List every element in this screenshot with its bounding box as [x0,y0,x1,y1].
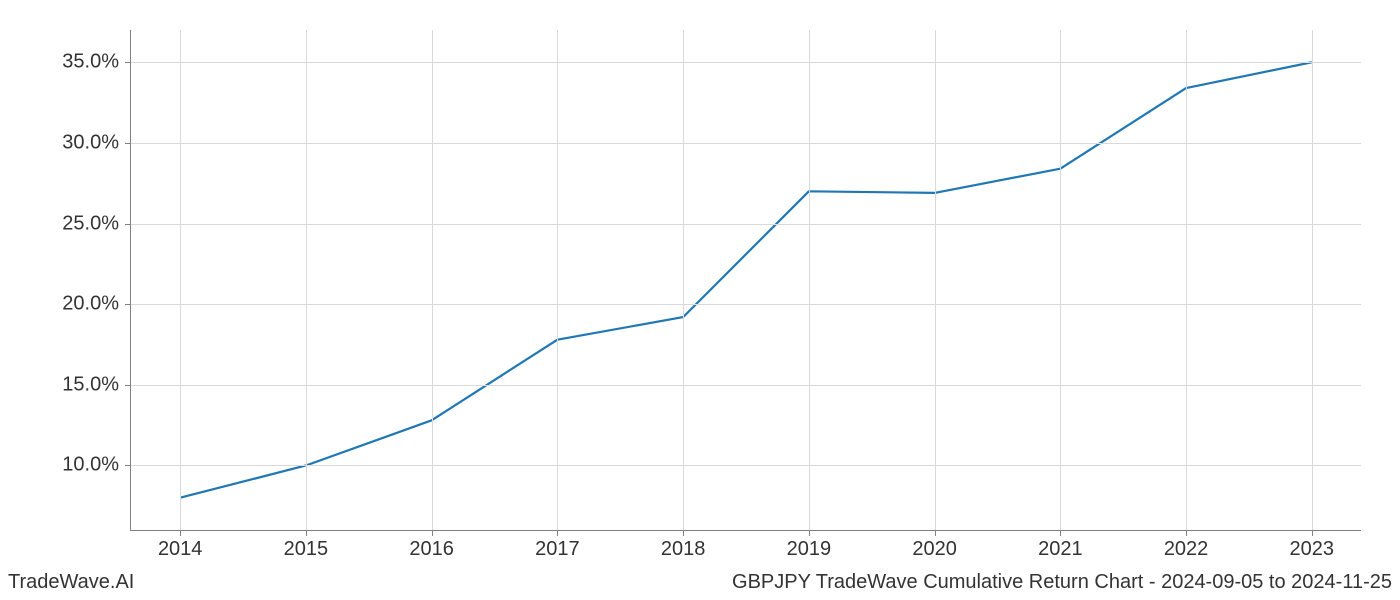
x-tick-label: 2022 [1164,538,1209,561]
x-tick-label: 2023 [1290,538,1335,561]
grid-line-vertical [1186,30,1187,530]
grid-line-horizontal [131,304,1361,305]
y-tick-label: 25.0% [62,212,119,235]
grid-line-vertical [935,30,936,530]
chart-container: 2014201520162017201820192020202120222023… [130,30,1360,530]
x-tick-mark [432,530,433,536]
x-tick-mark [1060,530,1061,536]
grid-line-vertical [306,30,307,530]
x-tick-mark [1312,530,1313,536]
x-tick-label: 2014 [158,538,203,561]
y-tick-mark [125,143,131,144]
plot-area: 2014201520162017201820192020202120222023… [130,30,1361,531]
x-tick-mark [935,530,936,536]
x-tick-mark [1186,530,1187,536]
y-tick-mark [125,465,131,466]
x-tick-label: 2019 [787,538,832,561]
x-tick-label: 2016 [409,538,454,561]
grid-line-vertical [809,30,810,530]
y-tick-label: 10.0% [62,454,119,477]
y-tick-mark [125,224,131,225]
grid-line-vertical [683,30,684,530]
x-tick-mark [306,530,307,536]
grid-line-horizontal [131,224,1361,225]
y-tick-label: 20.0% [62,293,119,316]
x-tick-mark [557,530,558,536]
x-tick-label: 2018 [661,538,706,561]
grid-line-vertical [432,30,433,530]
y-tick-mark [125,62,131,63]
grid-line-horizontal [131,385,1361,386]
y-tick-mark [125,304,131,305]
line-path-svg [131,30,1361,530]
grid-line-vertical [180,30,181,530]
x-tick-mark [683,530,684,536]
x-tick-label: 2015 [284,538,329,561]
grid-line-horizontal [131,465,1361,466]
x-tick-label: 2017 [535,538,580,561]
footer-right-text: GBPJPY TradeWave Cumulative Return Chart… [732,571,1392,594]
x-tick-label: 2020 [912,538,957,561]
x-tick-label: 2021 [1038,538,1083,561]
grid-line-horizontal [131,62,1361,63]
y-tick-label: 30.0% [62,131,119,154]
grid-line-vertical [1312,30,1313,530]
grid-line-vertical [1060,30,1061,530]
y-tick-label: 35.0% [62,51,119,74]
footer-left-text: TradeWave.AI [8,571,134,594]
grid-line-horizontal [131,143,1361,144]
y-tick-label: 15.0% [62,373,119,396]
x-tick-mark [180,530,181,536]
x-tick-mark [809,530,810,536]
y-tick-mark [125,385,131,386]
return-line [180,62,1312,497]
grid-line-vertical [557,30,558,530]
